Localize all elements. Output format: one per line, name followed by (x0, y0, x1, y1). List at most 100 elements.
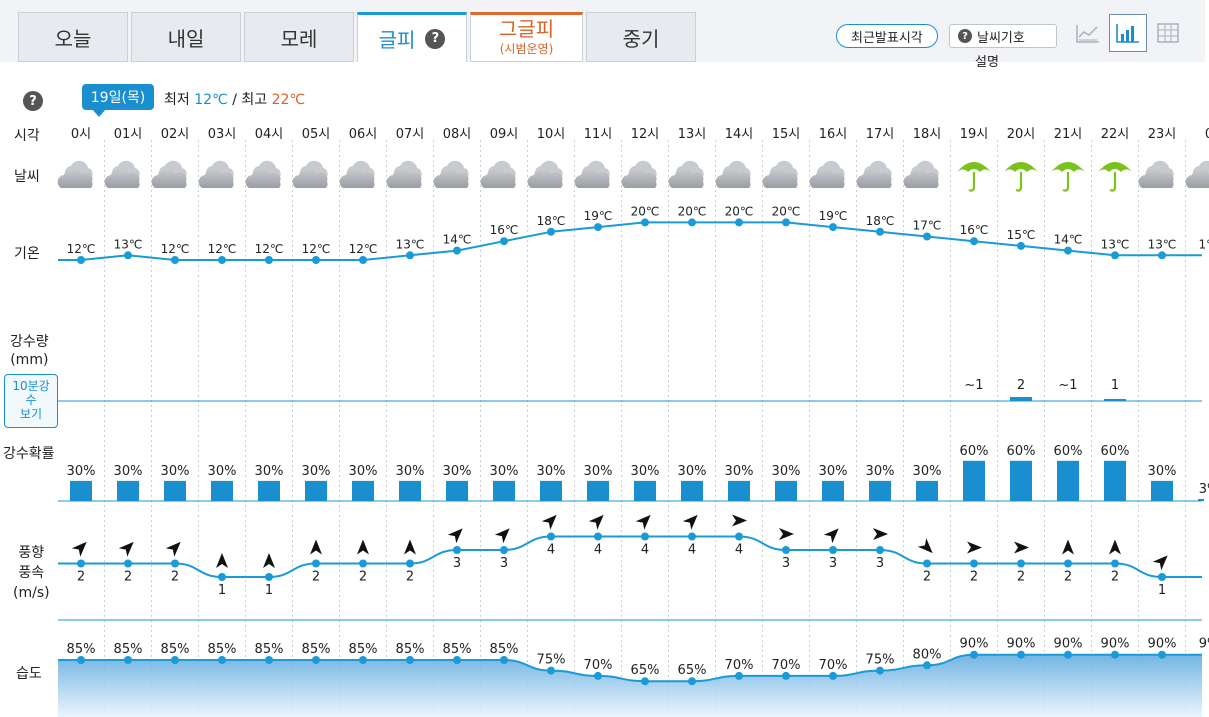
tab-day-after[interactable]: 모레 (244, 12, 354, 62)
min-label: 최저 (164, 92, 190, 108)
button-line: 보기 (19, 407, 43, 421)
tab-label: 내일 (167, 26, 205, 51)
cloud-front (668, 168, 704, 188)
cloud-front (57, 168, 93, 188)
wind-speed-label: 2 (1111, 570, 1119, 585)
probability-label: 30% (67, 464, 96, 479)
wind-direction-arrow (71, 541, 87, 557)
probability-bar (540, 480, 562, 501)
humidity-label: 85% (67, 642, 96, 657)
temperature-label: 19℃ (819, 209, 848, 223)
tab-label: 글피 (378, 28, 416, 52)
probability-label: 30% (114, 464, 143, 479)
forecast-tabbar: 오늘 내일 모레 글피 ? 그글피 (시범운영) 중기 최근발표시각 ? 날씨기… (0, 0, 1205, 62)
temperature-label: 12℃ (349, 242, 378, 256)
temperature-label: 13℃ (114, 237, 143, 251)
humidity-point (923, 661, 931, 670)
wind-direction-arrow (682, 514, 698, 530)
hour-label: 04시 (255, 127, 284, 142)
humidity-label: 85% (349, 642, 378, 657)
bar-chart-icon (1116, 24, 1139, 43)
probability-label: 30% (772, 464, 801, 479)
recent-release-button[interactable]: 최근발표시각 (836, 24, 938, 48)
cloudy-icon (762, 160, 798, 188)
probability-label: 30% (443, 464, 472, 479)
recent-release-label: 최근발표시각 (851, 30, 923, 46)
hour-label: 07시 (396, 127, 425, 142)
ten-minute-rain-button[interactable]: 10분강 수 보기 (4, 374, 58, 428)
probability-bar (728, 480, 750, 501)
wind-speed-label: 1 (265, 583, 273, 598)
wind-speed-label: 2 (1017, 570, 1025, 585)
help-icon[interactable]: ? (425, 28, 446, 49)
probability-label: 30% (913, 464, 942, 479)
wind-direction-arrow (404, 539, 416, 555)
probability-bar (70, 480, 92, 501)
bar-chart-view-button[interactable] (1109, 14, 1147, 52)
temperature-point (688, 218, 696, 227)
wind-direction-arrow (967, 541, 982, 554)
wind-direction-arrow (165, 541, 181, 557)
wind-direction-arrow (823, 528, 839, 544)
wind-direction-arrow (588, 514, 604, 530)
humidity-point (265, 656, 273, 664)
probability-bar (493, 480, 515, 501)
row-label-precip-probability: 강수확률 (3, 446, 55, 462)
legend-sub-label: 설명 (975, 55, 999, 70)
humidity-label: 65% (678, 663, 707, 678)
probability-bar (446, 480, 468, 501)
row-label-precipitation: 강수량 (mm) (10, 333, 49, 369)
temperature-point (406, 251, 414, 260)
help-icon[interactable]: ? (23, 91, 43, 111)
wind-point (1158, 573, 1166, 581)
temperature-label: 12℃ (161, 242, 190, 256)
temperature-label: 16℃ (960, 223, 989, 237)
wind-direction-arrow (873, 528, 888, 540)
tab-tomorrow[interactable]: 내일 (131, 12, 241, 62)
temperature-point (876, 227, 884, 236)
humidity-label: 70% (772, 658, 801, 673)
probability-bar (822, 480, 844, 501)
humidity-point (970, 650, 978, 659)
humidity-point (500, 656, 508, 664)
humidity-point (688, 677, 696, 686)
weather-symbol-legend-button[interactable]: ? 날씨기호 (949, 24, 1057, 48)
wind-point (970, 559, 978, 568)
wind-point (171, 559, 179, 568)
temperature-label: 18℃ (537, 214, 566, 228)
cloudy-icon (198, 160, 234, 188)
wind-direction-arrow (732, 514, 747, 527)
probability-bar (305, 480, 327, 501)
line-chart-view-button[interactable] (1069, 14, 1107, 52)
temperature-label: 20℃ (678, 204, 707, 218)
umbrella-handle (1109, 172, 1117, 192)
humidity-point (594, 671, 602, 680)
umbrella-canopy (1051, 162, 1085, 172)
cloudy-icon (151, 160, 187, 188)
humidity-label: 75% (537, 653, 566, 668)
humidity-label: 85% (396, 642, 425, 657)
date-badge: 19일(목) (82, 84, 154, 117)
tab-midterm[interactable]: 중기 (586, 12, 696, 62)
hour-label: 01시 (114, 127, 143, 142)
probability-label: 30% (725, 464, 754, 479)
probability-bar (117, 480, 139, 501)
wind-label-line: 풍향 (18, 545, 45, 561)
humidity-point (641, 677, 649, 686)
temperature-point (171, 256, 179, 264)
table-view-button[interactable] (1149, 14, 1187, 52)
humidity-point (124, 656, 132, 664)
tab-today[interactable]: 오늘 (18, 12, 128, 62)
humidity-label: 70% (819, 658, 848, 673)
wind-speed-label: 2 (312, 570, 320, 585)
tab-3days[interactable]: 글피 ? (357, 12, 467, 62)
precip-bar (1010, 397, 1032, 401)
button-line: 수 (25, 393, 37, 407)
tab-4days[interactable]: 그글피 (시범운영) (470, 12, 583, 62)
wind-speed-label: 4 (547, 543, 555, 558)
humidity-label: 75% (866, 653, 895, 668)
wind-speed-label: 2 (406, 570, 414, 585)
precip-amount-label: 2 (1017, 378, 1025, 393)
temperature-point (77, 256, 85, 264)
temperature-label: 12℃ (208, 242, 237, 256)
